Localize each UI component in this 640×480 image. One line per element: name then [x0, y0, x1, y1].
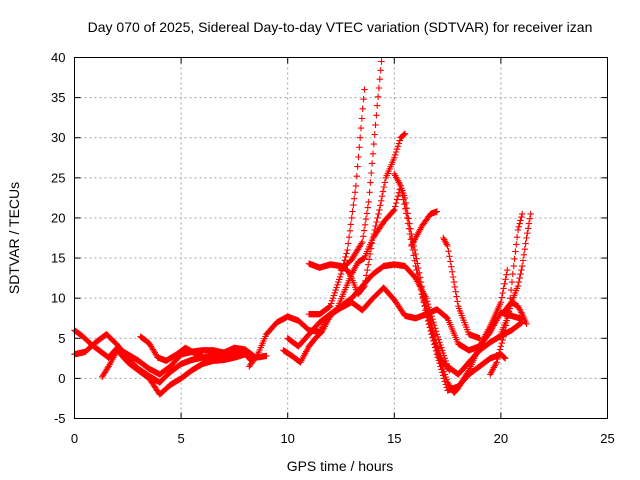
y-tick-label: 25 [51, 170, 65, 185]
plot-frame [74, 57, 608, 419]
chart-title: Day 070 of 2025, Sidereal Day-to-day VTE… [88, 19, 593, 35]
x-tick-label: 5 [177, 431, 184, 446]
series-arc-12 [408, 208, 441, 250]
series-arc-10 [337, 58, 385, 274]
series-arc-4 [137, 333, 206, 364]
series-arc-8 [305, 86, 368, 318]
x-tick-label: 25 [600, 431, 614, 446]
x-tick-label: 20 [494, 431, 508, 446]
y-tick-label: 15 [51, 251, 65, 266]
series-arc-3 [99, 347, 255, 398]
series-arc-17 [502, 299, 530, 327]
series-arc-14 [440, 234, 483, 342]
series-arc-13 [418, 291, 453, 374]
series-arc-9 [305, 130, 409, 298]
y-tick-label: 30 [51, 130, 65, 145]
series-arc-11 [391, 170, 511, 396]
series-arc-15 [487, 210, 526, 378]
y-tick-label: -5 [54, 411, 66, 426]
y-tick-label: 35 [51, 90, 65, 105]
x-tick-label: 15 [387, 431, 401, 446]
series-arc-2 [71, 327, 259, 378]
data-series [71, 58, 534, 398]
y-tick-label: 10 [51, 291, 65, 306]
y-tick-label: 5 [58, 331, 65, 346]
x-axis-label: GPS time / hours [287, 458, 394, 474]
x-tick-label: 0 [71, 431, 78, 446]
x-tick-label: 10 [280, 431, 294, 446]
y-tick-label: 20 [51, 210, 65, 225]
series-arc-6 [284, 284, 526, 354]
y-tick-label: 0 [58, 371, 65, 386]
axis-ticks: 0 5 10 15 20 25 -5 0 5 10 15 20 25 30 35 40 [51, 50, 615, 446]
y-axis-label: SDTVAR / TECUs [6, 182, 22, 294]
y-tick-label: 40 [51, 50, 65, 65]
